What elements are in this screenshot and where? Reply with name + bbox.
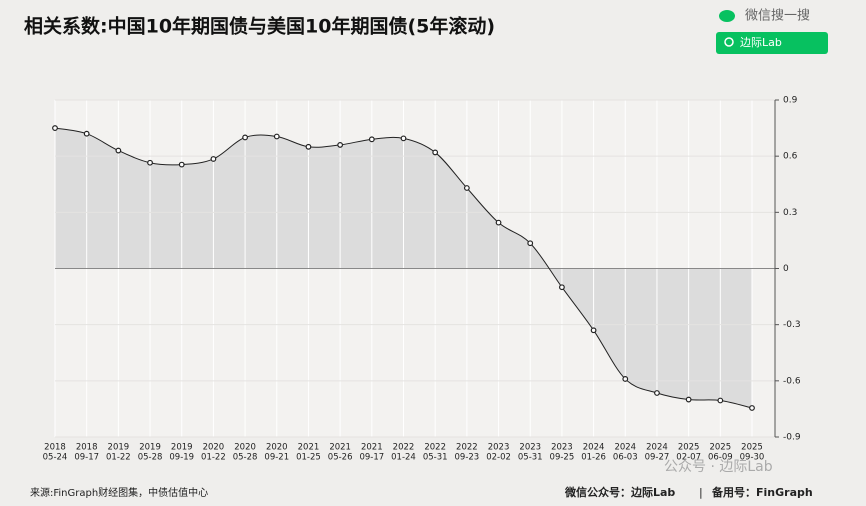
point xyxy=(685,396,692,403)
x-tick-label: 09-30 xyxy=(740,453,765,463)
x-tick-label: 2023 xyxy=(551,443,573,453)
point xyxy=(273,133,280,140)
point xyxy=(463,185,470,191)
y-tick-label: -0.6 xyxy=(783,376,801,386)
point xyxy=(242,134,248,141)
x-tick-label: 2021 xyxy=(298,443,320,453)
y-tick-label: 0 xyxy=(783,264,789,274)
x-tick-label: 2019 xyxy=(108,443,130,453)
y-tick-label: 0.9 xyxy=(783,96,798,106)
x-tick-label: 09-27 xyxy=(645,453,670,463)
x-tick-label: 09-17 xyxy=(74,453,99,463)
x-tick-label: 2025 xyxy=(709,443,731,453)
point xyxy=(559,284,565,291)
footer-backup: 备用号：FinGraph xyxy=(711,485,813,499)
x-tick-label: 2025 xyxy=(678,443,700,453)
x-tick-label: 01-26 xyxy=(581,453,606,463)
x-tick-label: 05-31 xyxy=(423,453,448,463)
y-tick-label: 0.6 xyxy=(783,152,798,162)
x-tick-label: 2019 xyxy=(171,443,193,453)
point xyxy=(337,142,344,148)
x-tick-label: 2018 xyxy=(44,443,66,453)
point xyxy=(622,376,629,382)
point xyxy=(178,161,185,168)
search-query: 边际Lab xyxy=(740,36,782,49)
point xyxy=(115,147,122,154)
watermark: 公众号 · 边际Lab xyxy=(664,459,773,475)
x-tick-label: 2022 xyxy=(456,443,478,453)
y-tick-label: 0.3 xyxy=(783,208,797,218)
search-label: 微信搜一搜 xyxy=(745,9,810,24)
point xyxy=(83,130,90,137)
search-icon xyxy=(724,37,734,47)
x-tick-label: 2025 xyxy=(741,443,763,453)
x-tick-label: 2020 xyxy=(203,443,225,453)
point xyxy=(432,149,439,156)
x-tick-label: 2024 xyxy=(583,443,605,453)
x-tick-label: 02-02 xyxy=(486,453,511,463)
x-tick-label: 2020 xyxy=(266,443,288,453)
x-tick-label: 2024 xyxy=(646,443,668,453)
point xyxy=(52,125,58,131)
y-tick-label: -0.9 xyxy=(783,433,801,443)
point xyxy=(400,135,407,142)
search-box[interactable] xyxy=(716,32,828,54)
x-tick-label: 2018 xyxy=(76,443,98,453)
point xyxy=(654,390,660,396)
x-tick-label: 2024 xyxy=(614,443,636,453)
y-tick-label: -0.3 xyxy=(783,320,801,330)
x-tick-label: 05-28 xyxy=(138,453,163,463)
point xyxy=(305,143,312,150)
x-tick-label: 02-07 xyxy=(676,453,701,463)
x-tick-label: 05-31 xyxy=(518,453,543,463)
x-tick-label: 2021 xyxy=(361,443,383,453)
x-tick-label: 06-03 xyxy=(613,453,638,463)
x-tick-label: 2022 xyxy=(424,443,446,453)
search-widget[interactable]: 微信搜一搜 边际Lab xyxy=(716,9,828,55)
point xyxy=(590,327,597,334)
point xyxy=(210,156,217,162)
x-tick-label: 09-21 xyxy=(264,453,289,463)
point xyxy=(717,397,724,404)
point xyxy=(495,219,502,226)
x-tick-label: 2023 xyxy=(488,443,510,453)
x-tick-label: 01-22 xyxy=(106,453,131,463)
point xyxy=(749,405,755,411)
chart-title: 相关系数:中国10年期国债与美国10年期国债(5年滚动) xyxy=(24,15,495,38)
x-tick-label: 05-26 xyxy=(328,453,353,463)
footer-account: 微信公众号：边际Lab xyxy=(564,485,675,499)
x-tick-label: 2023 xyxy=(519,443,541,453)
footer-separator: | xyxy=(699,486,703,499)
x-tick-label: 01-25 xyxy=(296,453,321,463)
x-tick-label: 06-09 xyxy=(708,453,733,463)
x-tick-label: 01-24 xyxy=(391,453,416,463)
x-tick-label: 2022 xyxy=(393,443,415,453)
x-tick-label: 01-22 xyxy=(201,453,226,463)
x-tick-label: 2020 xyxy=(234,443,256,453)
wechat-icon xyxy=(719,10,735,22)
x-tick-label: 2021 xyxy=(329,443,351,453)
x-tick-label: 09-17 xyxy=(359,453,384,463)
x-tick-label: 05-24 xyxy=(43,453,68,463)
point xyxy=(527,240,534,247)
source: 来源:FinGraph财经图集，中债估值中心 xyxy=(30,486,208,499)
x-tick-label: 09-23 xyxy=(455,453,480,463)
x-tick-label: 09-25 xyxy=(550,453,575,463)
x-tick-label: 2019 xyxy=(139,443,161,453)
x-tick-label: 09-19 xyxy=(169,453,194,463)
point xyxy=(147,159,153,166)
x-tick-label: 05-28 xyxy=(233,453,258,463)
point xyxy=(368,136,375,143)
